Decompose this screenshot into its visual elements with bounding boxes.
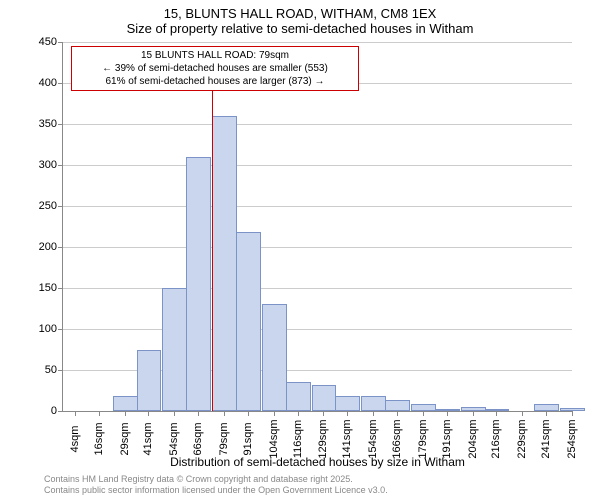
annotation-line: ← 39% of semi-detached houses are smalle… [78, 62, 352, 75]
x-tick-mark [522, 411, 523, 416]
annotation-line: 15 BLUNTS HALL ROAD: 79sqm [78, 49, 352, 62]
annotation-box: 15 BLUNTS HALL ROAD: 79sqm← 39% of semi-… [71, 46, 359, 91]
y-tick-label: 350 [39, 118, 57, 130]
x-tick-label: 66sqm [192, 422, 204, 455]
grid-line [63, 42, 572, 43]
y-tick-mark [58, 370, 63, 371]
x-tick-label: 254sqm [566, 419, 578, 458]
y-tick-mark [58, 165, 63, 166]
x-tick-mark [125, 411, 126, 416]
grid-line [63, 247, 572, 248]
x-tick-mark [224, 411, 225, 416]
histogram-bar [236, 232, 261, 411]
x-tick-mark [148, 411, 149, 416]
chart-title-line1: 15, BLUNTS HALL ROAD, WITHAM, CM8 1EX [0, 0, 600, 21]
chart-footer: Contains HM Land Registry data © Crown c… [44, 474, 388, 496]
x-tick-mark [423, 411, 424, 416]
x-tick-label: 129sqm [317, 419, 329, 458]
x-tick-mark [174, 411, 175, 416]
histogram-bar [113, 396, 138, 411]
histogram-bar [212, 116, 237, 411]
x-tick-mark [572, 411, 573, 416]
y-tick-label: 250 [39, 200, 57, 212]
footer-line2: Contains public sector information licen… [44, 485, 388, 496]
histogram-bar [137, 350, 162, 412]
x-tick-label: 54sqm [168, 422, 180, 455]
x-tick-mark [447, 411, 448, 416]
histogram-bar [534, 404, 559, 411]
y-tick-label: 150 [39, 282, 57, 294]
x-tick-mark [274, 411, 275, 416]
y-tick-mark [58, 42, 63, 43]
x-tick-label: 204sqm [467, 419, 479, 458]
x-tick-mark [248, 411, 249, 416]
x-tick-mark [347, 411, 348, 416]
x-tick-label: 141sqm [341, 419, 353, 458]
x-tick-mark [397, 411, 398, 416]
x-tick-label: 116sqm [292, 420, 304, 458]
footer-line1: Contains HM Land Registry data © Crown c… [44, 474, 388, 485]
y-tick-mark [58, 206, 63, 207]
x-tick-mark [99, 411, 100, 416]
property-marker-line [212, 49, 213, 411]
y-tick-label: 400 [39, 77, 57, 89]
x-tick-label: 79sqm [218, 422, 230, 455]
y-tick-mark [58, 288, 63, 289]
y-tick-label: 0 [51, 405, 57, 417]
x-tick-label: 216sqm [490, 419, 502, 458]
annotation-line: 61% of semi-detached houses are larger (… [78, 75, 352, 88]
histogram-bar [385, 400, 410, 411]
x-tick-mark [496, 411, 497, 416]
y-tick-mark [58, 83, 63, 84]
y-tick-label: 100 [39, 323, 57, 335]
histogram-bar [361, 396, 386, 411]
x-tick-label: 166sqm [391, 419, 403, 458]
x-tick-mark [323, 411, 324, 416]
x-tick-label: 29sqm [119, 422, 131, 455]
histogram-bar [162, 288, 187, 411]
y-tick-mark [58, 124, 63, 125]
y-tick-label: 450 [39, 36, 57, 48]
y-tick-mark [58, 329, 63, 330]
x-tick-label: 91sqm [242, 422, 254, 455]
y-tick-label: 200 [39, 241, 57, 253]
grid-line [63, 288, 572, 289]
y-tick-mark [58, 247, 63, 248]
grid-line [63, 329, 572, 330]
x-tick-label: 191sqm [441, 419, 453, 458]
x-tick-mark [373, 411, 374, 416]
x-tick-label: 179sqm [417, 419, 429, 458]
x-tick-mark [546, 411, 547, 416]
histogram-bar [186, 157, 211, 411]
grid-line [63, 165, 572, 166]
grid-line [63, 124, 572, 125]
grid-line [63, 206, 572, 207]
x-tick-label: 229sqm [516, 419, 528, 458]
chart-title-line2: Size of property relative to semi-detach… [0, 21, 600, 40]
x-tick-label: 241sqm [540, 419, 552, 458]
x-tick-mark [473, 411, 474, 416]
x-tick-mark [75, 411, 76, 416]
x-tick-label: 16sqm [93, 422, 105, 455]
y-tick-label: 300 [39, 159, 57, 171]
x-tick-label: 104sqm [268, 419, 280, 458]
histogram-bar [286, 382, 311, 411]
x-tick-label: 154sqm [367, 419, 379, 458]
x-tick-mark [298, 411, 299, 416]
histogram-bar [262, 304, 287, 411]
y-tick-mark [58, 411, 63, 412]
chart-plot-area: Number of semi-detached properties Distr… [62, 42, 572, 412]
x-tick-label: 41sqm [142, 422, 154, 455]
x-tick-label: 4sqm [69, 426, 81, 453]
histogram-bar [312, 385, 337, 411]
x-tick-mark [198, 411, 199, 416]
histogram-bar [335, 396, 360, 411]
y-tick-label: 50 [45, 364, 57, 376]
